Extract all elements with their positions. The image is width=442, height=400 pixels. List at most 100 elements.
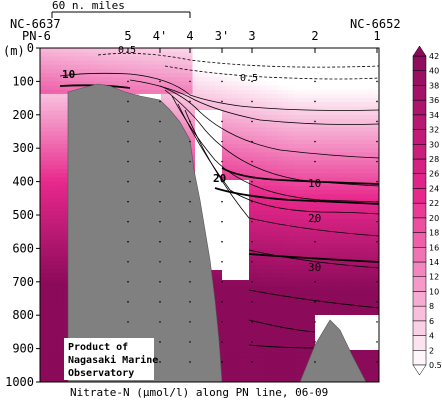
station-label: 2 xyxy=(311,29,318,43)
contour-label: 0.5 xyxy=(240,73,258,84)
sample-dot xyxy=(127,240,129,243)
sample-dot xyxy=(159,120,161,123)
sample-dot xyxy=(376,120,378,123)
sample-dot xyxy=(221,301,223,303)
sample-dot xyxy=(314,240,316,243)
colorbar-min-arrow xyxy=(412,364,427,376)
contour-label: 0.5 xyxy=(118,45,136,56)
sample-dot xyxy=(314,220,316,223)
station-label: 4' xyxy=(153,29,167,43)
sample-dot xyxy=(221,281,223,283)
sample-dot xyxy=(251,361,253,363)
sample-dot xyxy=(127,160,129,163)
sample-dot xyxy=(221,80,223,83)
sample-dot xyxy=(189,140,191,143)
sample-dot xyxy=(251,281,253,283)
colorbar-tick-label: 28 xyxy=(429,155,439,164)
sample-dot xyxy=(159,260,161,263)
sample-dot xyxy=(159,80,161,83)
sample-dot xyxy=(221,220,223,223)
sample-dot xyxy=(376,200,378,203)
sample-dot xyxy=(376,341,378,343)
sample-dot xyxy=(127,140,129,143)
colorbar-swatch xyxy=(412,350,427,366)
sample-dot xyxy=(314,260,316,263)
sample-dot xyxy=(376,240,378,243)
sample-dot xyxy=(376,321,378,323)
sample-dot xyxy=(221,120,223,123)
sample-dot xyxy=(314,180,316,183)
sample-dot xyxy=(314,100,316,103)
sample-dot xyxy=(127,200,129,203)
sample-dot xyxy=(159,220,161,223)
sample-dot xyxy=(314,120,316,123)
sample-dot xyxy=(189,281,191,283)
colorbar-tick-label: 24 xyxy=(429,184,439,193)
credit-box: Product of Nagasaki Marine Observatory xyxy=(64,338,158,380)
sample-dot xyxy=(376,180,378,183)
y-axis: 0 100 200 300 400 500 600 700 800 900 1000 xyxy=(5,41,40,389)
seafloor-left xyxy=(67,83,223,383)
sample-dot xyxy=(314,80,316,83)
y-tick-label: 600 xyxy=(12,241,34,255)
sample-dot xyxy=(159,361,161,363)
sample-dot xyxy=(314,321,316,323)
sample-dot xyxy=(221,200,223,203)
label-left-top: NC-6637 xyxy=(10,17,61,31)
colorbar-tick-label: 42 xyxy=(429,52,439,61)
contour-label: 10 xyxy=(62,68,75,81)
sample-dot xyxy=(189,100,191,103)
y-tick-label: 800 xyxy=(12,308,34,322)
sample-dot xyxy=(251,100,253,103)
colorbar-swatch xyxy=(412,305,427,322)
sample-dot xyxy=(251,140,253,143)
sample-dot xyxy=(376,160,378,163)
colorbar-swatch xyxy=(412,129,427,145)
scale-bar: 60 n. miles xyxy=(51,0,191,18)
colorbar-swatch xyxy=(412,217,427,233)
y-tick-label: 200 xyxy=(12,108,34,122)
colorbar-swatch xyxy=(412,158,427,174)
sample-dot xyxy=(221,180,223,183)
station-label: 1 xyxy=(373,29,380,43)
colorbar-tick-label: 38 xyxy=(429,81,439,90)
colorbar-swatch xyxy=(412,232,427,248)
sample-dot xyxy=(251,301,253,303)
colorbar-tick-label: 8 xyxy=(429,302,434,311)
sample-dot xyxy=(159,321,161,323)
y-axis-label: (m) xyxy=(3,44,25,58)
colorbar-tick-label: 6 xyxy=(429,317,434,326)
colorbar-tick-label: 40 xyxy=(429,67,439,76)
sample-dot xyxy=(221,140,223,143)
colorbar-swatch xyxy=(412,291,427,307)
sample-dot xyxy=(376,260,378,263)
colorbar-swatch xyxy=(412,144,427,160)
colorbar-tick-label: 16 xyxy=(429,243,439,252)
colorbar-tick-label: 26 xyxy=(429,170,439,179)
colorbar-swatch xyxy=(412,276,427,292)
sample-dot xyxy=(127,281,129,283)
sample-dot xyxy=(189,180,191,183)
chart-title: Nitrate-N (μmol/l) along PN line, 06-09 xyxy=(70,386,328,399)
colorbar-swatch xyxy=(412,202,427,219)
y-tick-label: 700 xyxy=(12,275,34,289)
sample-dot xyxy=(251,80,253,83)
sample-dot xyxy=(189,260,191,263)
colorbar-tick-label: 2 xyxy=(429,346,434,355)
station-label: 4 xyxy=(186,29,193,43)
sample-dot xyxy=(314,341,316,343)
sample-dot xyxy=(251,260,253,263)
sample-dot xyxy=(159,200,161,203)
label-left-bottom: PN-6 xyxy=(22,29,51,43)
sample-dot xyxy=(189,321,191,323)
sample-dot xyxy=(189,80,191,83)
colorbar-swatch xyxy=(412,247,427,263)
colorbar-tick-label: 14 xyxy=(429,258,439,267)
sample-dot xyxy=(189,160,191,163)
colorbar-swatch xyxy=(412,55,427,71)
sample-dot xyxy=(221,260,223,263)
colorbar-swatch xyxy=(412,335,427,351)
sample-dot xyxy=(376,281,378,283)
y-tick-label: 400 xyxy=(12,175,34,189)
sample-dot xyxy=(221,240,223,243)
